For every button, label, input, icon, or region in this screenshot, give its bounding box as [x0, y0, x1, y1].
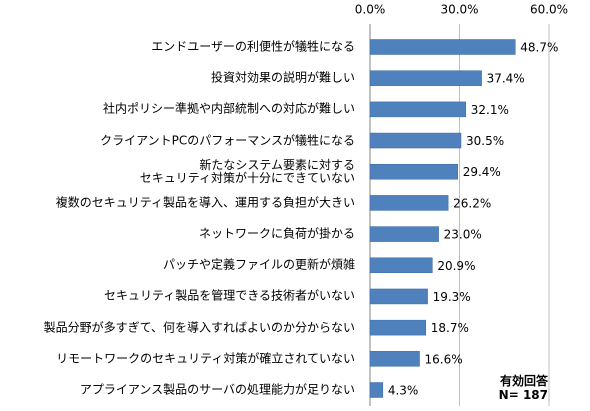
- data-label: 18.7%: [431, 321, 469, 335]
- data-label: 29.4%: [463, 165, 501, 179]
- category-label: アプライアンス製品のサーバの処理能力が足りない: [79, 382, 355, 397]
- data-label: 48.7%: [520, 41, 558, 55]
- bar: [369, 195, 449, 211]
- category-label: クライアントPCのパフォーマンスが犠牲になる: [100, 133, 355, 148]
- category-label: エンドユーザーの利便性が犠牲になる: [151, 39, 355, 54]
- x-tick-label: 0.0%: [355, 3, 386, 17]
- data-label: 37.4%: [487, 72, 525, 86]
- annotation: 有効回答: [499, 374, 548, 388]
- bar: [369, 226, 439, 242]
- category-label: ネットワークに負荷が掛かる: [198, 226, 355, 241]
- category-label: リモートワークのセキュリティ対策が確立されていない: [56, 351, 355, 366]
- bar: [369, 163, 458, 180]
- bar: [369, 351, 420, 367]
- category-label: 社内ポリシー準拠や内部統制への対応が難しい: [102, 101, 355, 116]
- category-label: セキュリティ製品を管理できる技術者がいない: [103, 288, 355, 303]
- category-label: パッチや定義ファイルの更新が煩雑: [162, 257, 355, 272]
- bar: [369, 382, 384, 398]
- data-label: 32.1%: [471, 103, 509, 117]
- bar: [369, 132, 462, 149]
- data-label: 19.3%: [433, 290, 471, 304]
- category-label: 投資対効果の説明が難しい: [210, 70, 355, 85]
- category-label: 新たなシステム要素に対する セキュリティ対策が十分にできていない: [139, 157, 355, 185]
- bar: [369, 319, 427, 336]
- category-label: 複数のセキュリティ製品を導入、運用する負担が大きい: [55, 195, 355, 210]
- x-tick-label: 60.0%: [530, 3, 568, 17]
- annotation: N= 187: [498, 388, 548, 402]
- x-tick-label: 30.0%: [440, 3, 478, 17]
- bar: [369, 70, 482, 86]
- data-label: 23.0%: [444, 228, 482, 242]
- bar: [369, 288, 428, 305]
- bar: [369, 101, 467, 118]
- bar: [369, 39, 516, 55]
- data-label: 16.6%: [425, 352, 463, 366]
- data-label: 26.2%: [453, 196, 491, 210]
- bar: [369, 257, 433, 274]
- data-label: 30.5%: [466, 134, 504, 148]
- data-label: 20.9%: [437, 259, 475, 273]
- category-label: 製品分野が多すぎて、何を導入すればよいのか分からない: [43, 320, 355, 335]
- data-label: 4.3%: [388, 384, 419, 398]
